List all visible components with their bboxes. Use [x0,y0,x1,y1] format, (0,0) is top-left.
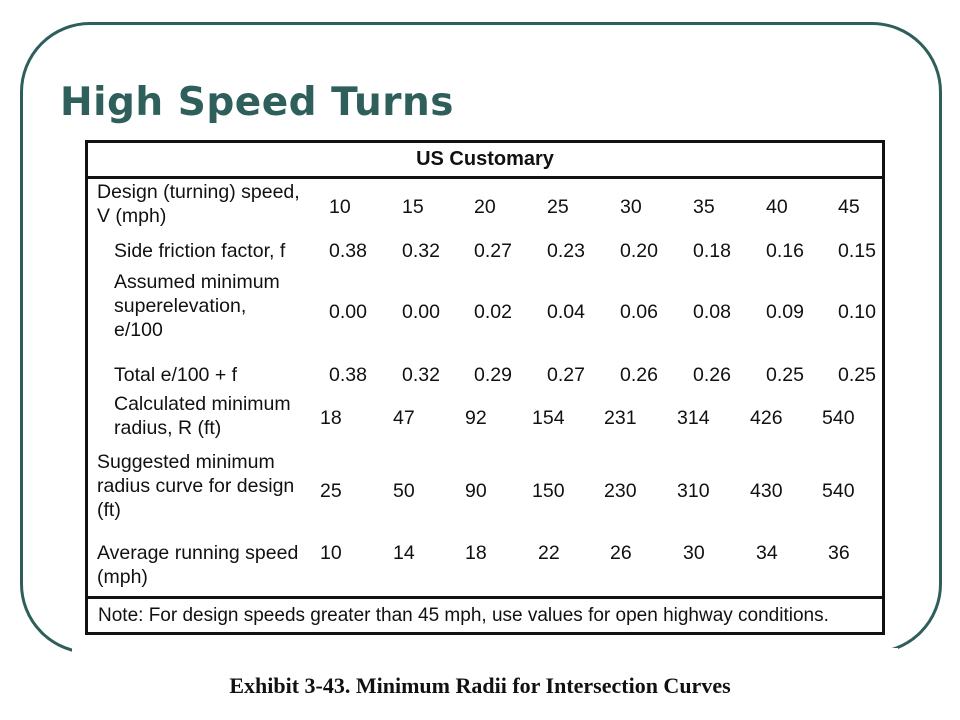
table-cell: 0.08 [693,301,731,323]
row-label-side-friction: Side friction factor, f [114,240,286,262]
table-body [85,179,885,602]
frame-gap [72,648,898,660]
table-cell: 0.00 [402,301,440,323]
table-cell: 30 [620,196,642,218]
table-cell: 25 [320,480,342,502]
table-cell: 0.09 [766,301,804,323]
table-cell: 310 [677,480,710,502]
table-cell: 0.02 [474,301,512,323]
table-cell: 0.32 [402,364,440,386]
radii-table: US Customary Note: For design speeds gre… [85,140,885,635]
table-cell: 0.38 [329,240,367,262]
table-cell: 18 [465,542,487,564]
table-cell: 47 [393,407,415,429]
table-cell: 0.18 [693,240,731,262]
table-cell: 34 [756,542,778,564]
table-cell: 0.06 [620,301,658,323]
table-cell: 0.26 [693,364,731,386]
table-cell: 230 [604,480,637,502]
row-label-suggested-radius: Suggested minimum radius curve for desig… [97,451,295,521]
table-note: Note: For design speeds greater than 45 … [88,596,882,632]
row-label-total: Total e/100 + f [114,364,238,386]
table-cell: 0.32 [402,240,440,262]
table-cell: 426 [750,407,783,429]
table-cell: 20 [474,196,496,218]
table-cell: 45 [838,196,860,218]
table-cell: 50 [393,480,415,502]
table-cell: 0.26 [620,364,658,386]
table-cell: 0.20 [620,240,658,262]
table-cell: 22 [538,542,560,564]
exhibit-caption: Exhibit 3-43. Minimum Radii for Intersec… [229,673,731,698]
table-cell: 18 [320,407,342,429]
table-cell: 35 [693,196,715,218]
table-cell: 154 [532,407,565,429]
table-cell: 0.04 [547,301,585,323]
table-cell: 0.23 [547,240,585,262]
table-cell: 231 [604,407,637,429]
table-cell: 26 [610,542,632,564]
table-cell: 30 [683,542,705,564]
table-cell: 540 [822,407,855,429]
table-cell: 90 [465,480,487,502]
table-cell: 92 [465,407,487,429]
table-cell: 0.27 [474,240,512,262]
table-cell: 0.25 [766,364,804,386]
row-label-superelevation: Assumed minimum superelevation, e/100 [114,271,280,341]
table-cell: 10 [320,542,342,564]
table-cell: 150 [532,480,565,502]
row-label-average-running-speed: Average running speed (mph) [97,542,299,588]
table-cell: 36 [828,542,850,564]
table-cell: 15 [402,196,424,218]
table-cell: 0.27 [547,364,585,386]
table-cell: 0.16 [766,240,804,262]
table-cell: 0.10 [838,301,876,323]
table-cell: 14 [393,542,415,564]
table-cell: 25 [547,196,569,218]
table-cell: 314 [677,407,710,429]
row-label-design-speed: Design (turning) speed, V (mph) [97,181,300,227]
table-cell: 40 [766,196,788,218]
table-cell: 10 [329,196,351,218]
table-cell: 0.38 [329,364,367,386]
table-header: US Customary [88,143,882,179]
slide-title: High Speed Turns [60,80,454,125]
table-cell: 430 [750,480,783,502]
table-cell: 0.00 [329,301,367,323]
table-cell: 0.15 [838,240,876,262]
table-cell: 0.29 [474,364,512,386]
row-label-calculated-radius: Calculated minimum radius, R (ft) [114,393,291,439]
table-cell: 0.25 [838,364,876,386]
table-cell: 540 [822,480,855,502]
